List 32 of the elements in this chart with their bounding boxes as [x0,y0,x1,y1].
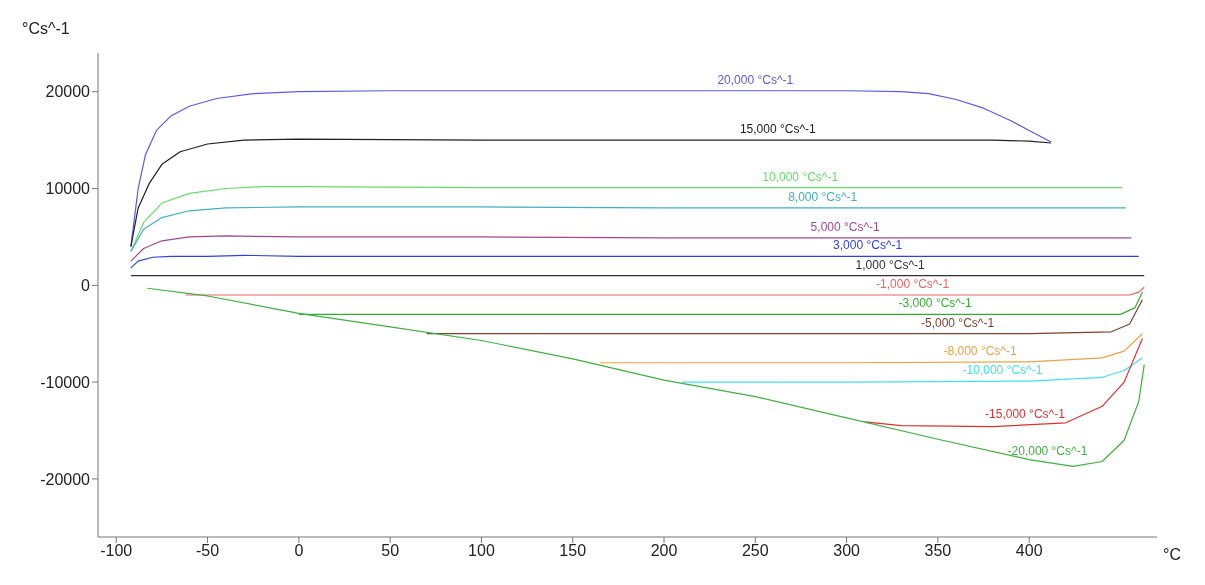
series-label: -3,000 °Cs^-1 [898,296,972,311]
series-label: -20,000 °Cs^-1 [1007,444,1088,459]
x-tick-label: 100 [468,542,495,560]
x-tick-label: -50 [195,542,220,560]
series-label: 15,000 °Cs^-1 [739,122,816,137]
series-label: 20,000 °Cs^-1 [717,72,794,87]
series-label: -8,000 °Cs^-1 [943,344,1017,359]
x-tick-label: 150 [559,542,587,560]
y-axis-title: °Cs^-1 [22,20,70,38]
x-tick-label: 50 [381,542,400,560]
series-label: 3,000 °Cs^-1 [833,238,903,253]
x-tick-label: 0 [294,542,304,560]
series-label: -1,000 °Cs^-1 [876,277,950,291]
series-label: -10,000 °Cs^-1 [962,363,1043,378]
series-label: -5,000 °Cs^-1 [920,315,995,330]
x-tick-label: 350 [924,542,952,560]
series-label: 8,000 °Cs^-1 [788,189,858,204]
x-tick-label: 400 [1015,542,1043,560]
series-label: -15,000 °Cs^-1 [985,406,1065,421]
x-axis-title: °C [1163,546,1181,564]
y-tick-label: -10000 [40,373,91,391]
y-tick-label: 0 [81,277,91,294]
series-label: 5,000 °Cs^-1 [810,219,880,234]
x-tick-label: 300 [833,542,861,560]
x-tick-label: 200 [650,542,678,560]
x-tick-label: 250 [741,542,769,560]
x-tick-label: -100 [100,542,133,560]
y-tick-label: -20000 [40,470,91,488]
y-tick-label: 10000 [45,180,91,198]
series-label: 10,000 °Cs^-1 [762,169,839,184]
series-label: 1,000 °Cs^-1 [855,257,925,272]
y-tick-label: 20000 [45,83,91,101]
